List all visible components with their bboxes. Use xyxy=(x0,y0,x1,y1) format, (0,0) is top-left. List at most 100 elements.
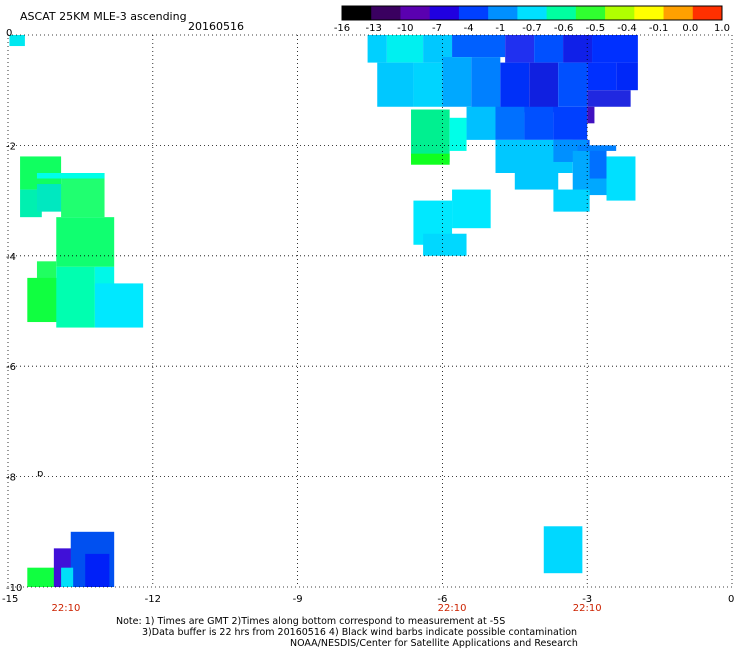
data-cell xyxy=(577,145,617,151)
data-cell xyxy=(529,62,559,113)
data-cell xyxy=(36,173,105,179)
colorbar-label: -16 xyxy=(334,23,350,34)
data-cell xyxy=(20,189,42,218)
colorbar-label: -0.6 xyxy=(554,23,574,34)
data-cell xyxy=(61,567,74,587)
data-cell xyxy=(367,35,387,63)
y-tick-label: -6 xyxy=(6,362,16,373)
data-cell xyxy=(563,35,593,63)
colorbar-label: 0.0 xyxy=(682,23,698,34)
grid-lines xyxy=(7,34,733,588)
x-tick-label: -3 xyxy=(582,594,592,605)
colorbar-label: -13 xyxy=(365,23,381,34)
data-cell xyxy=(452,189,491,229)
data-cells xyxy=(9,35,638,587)
colorbar-label: -7 xyxy=(432,23,442,34)
data-cell xyxy=(553,106,588,140)
data-cell xyxy=(386,35,424,63)
colorbar-swatch xyxy=(605,6,635,20)
data-cell xyxy=(413,62,443,107)
data-cell xyxy=(411,153,450,165)
data-cell xyxy=(471,57,501,113)
colorbar-swatch xyxy=(429,6,460,20)
chart-date: 20160516 xyxy=(188,20,244,33)
data-cell xyxy=(61,173,105,218)
data-cell xyxy=(94,283,144,328)
colorbar-label: -10 xyxy=(397,23,413,34)
data-cell xyxy=(9,35,25,47)
data-cell xyxy=(616,62,638,91)
colorbar-label: -0.5 xyxy=(586,23,606,34)
data-cell xyxy=(423,233,467,256)
data-cell xyxy=(27,567,62,587)
plot-border xyxy=(7,34,733,588)
data-cell xyxy=(56,217,115,267)
data-cell xyxy=(592,35,638,63)
colorbar-swatch xyxy=(342,6,372,20)
colorbar-swatch xyxy=(371,6,401,20)
x-tick-label: -15 xyxy=(2,594,18,605)
time-label: 22:10 xyxy=(438,603,467,614)
data-cell xyxy=(534,35,564,63)
colorbar-swatch xyxy=(400,6,431,20)
x-tick-label: -6 xyxy=(437,594,447,605)
footnote-line-3: NOAA/NESDIS/Center for Satellite Applica… xyxy=(290,638,578,649)
time-label: 22:10 xyxy=(573,603,602,614)
colorbar-frame xyxy=(341,5,723,21)
colorbar-swatch xyxy=(663,6,694,20)
x-tick-label: -9 xyxy=(293,594,303,605)
data-cell xyxy=(85,553,110,587)
data-cell xyxy=(543,526,583,574)
data-cell xyxy=(524,106,554,140)
colorbar-swatch xyxy=(634,6,665,20)
y-tick-label: -8 xyxy=(6,473,16,484)
chart-title: ASCAT 25KM MLE-3 ascending xyxy=(20,10,187,23)
y-tick-label: -2 xyxy=(6,141,16,152)
x-tick-label: 0 xyxy=(728,594,734,605)
annotations: ɒ xyxy=(37,469,43,480)
data-cell xyxy=(606,156,636,201)
axes: -15 -12 -9 -6 -3 0 0 -2 -4 -6 -8 -10 xyxy=(2,28,734,605)
colorbar-swatch xyxy=(488,6,518,20)
data-cell xyxy=(452,35,506,58)
colorbar-label: -4 xyxy=(464,23,474,34)
data-cell xyxy=(56,266,95,328)
data-cell xyxy=(500,62,530,113)
y-tick-label: -10 xyxy=(6,583,22,594)
data-cell xyxy=(587,106,595,124)
colorbar-label: -0.7 xyxy=(522,23,542,34)
colorbar-swatch xyxy=(692,6,723,20)
data-cell xyxy=(442,57,472,107)
y-tick-label: -4 xyxy=(6,252,16,263)
colorbar-swatch xyxy=(546,6,577,20)
data-cell xyxy=(466,106,496,140)
data-cell xyxy=(495,106,525,140)
footnote-line-1: Note: 1) Times are GMT 2)Times along bot… xyxy=(116,616,506,627)
time-label: 22:10 xyxy=(52,603,81,614)
data-cell xyxy=(514,173,559,190)
colorbar-label: -0.4 xyxy=(617,23,637,34)
x-tick-label: -12 xyxy=(145,594,161,605)
chart-header: ASCAT 25KM MLE-3 ascending 20160516 xyxy=(20,10,244,33)
data-cell xyxy=(505,35,535,63)
data-cell xyxy=(449,117,467,151)
colorbar-label: -1 xyxy=(495,23,505,34)
data-cell xyxy=(553,189,590,212)
data-cell xyxy=(411,109,450,162)
data-cell xyxy=(377,62,414,107)
annotation-text: ɒ xyxy=(37,469,43,480)
data-cell xyxy=(558,62,588,107)
data-cell xyxy=(587,90,631,107)
colorbar-swatch xyxy=(517,6,548,20)
colorbar-label: 1.0 xyxy=(714,23,730,34)
footnote-line-2: 3)Data buffer is 22 hrs from 20160516 4)… xyxy=(142,627,578,638)
colorbar: -16 -13 -10 -7 -4 -1 -0.7 -0.6 -0.5 -0.4 -0.1 0.0 1.… xyxy=(334,5,730,34)
data-cell xyxy=(587,62,617,91)
data-cell xyxy=(589,145,607,179)
colorbar-swatch xyxy=(575,6,606,20)
y-tick-label: 0 xyxy=(6,28,12,39)
colorbar-swatch xyxy=(458,6,489,20)
colorbar-label: -0.1 xyxy=(649,23,669,34)
time-labels: 22:10 22:10 22:10 xyxy=(52,603,602,614)
